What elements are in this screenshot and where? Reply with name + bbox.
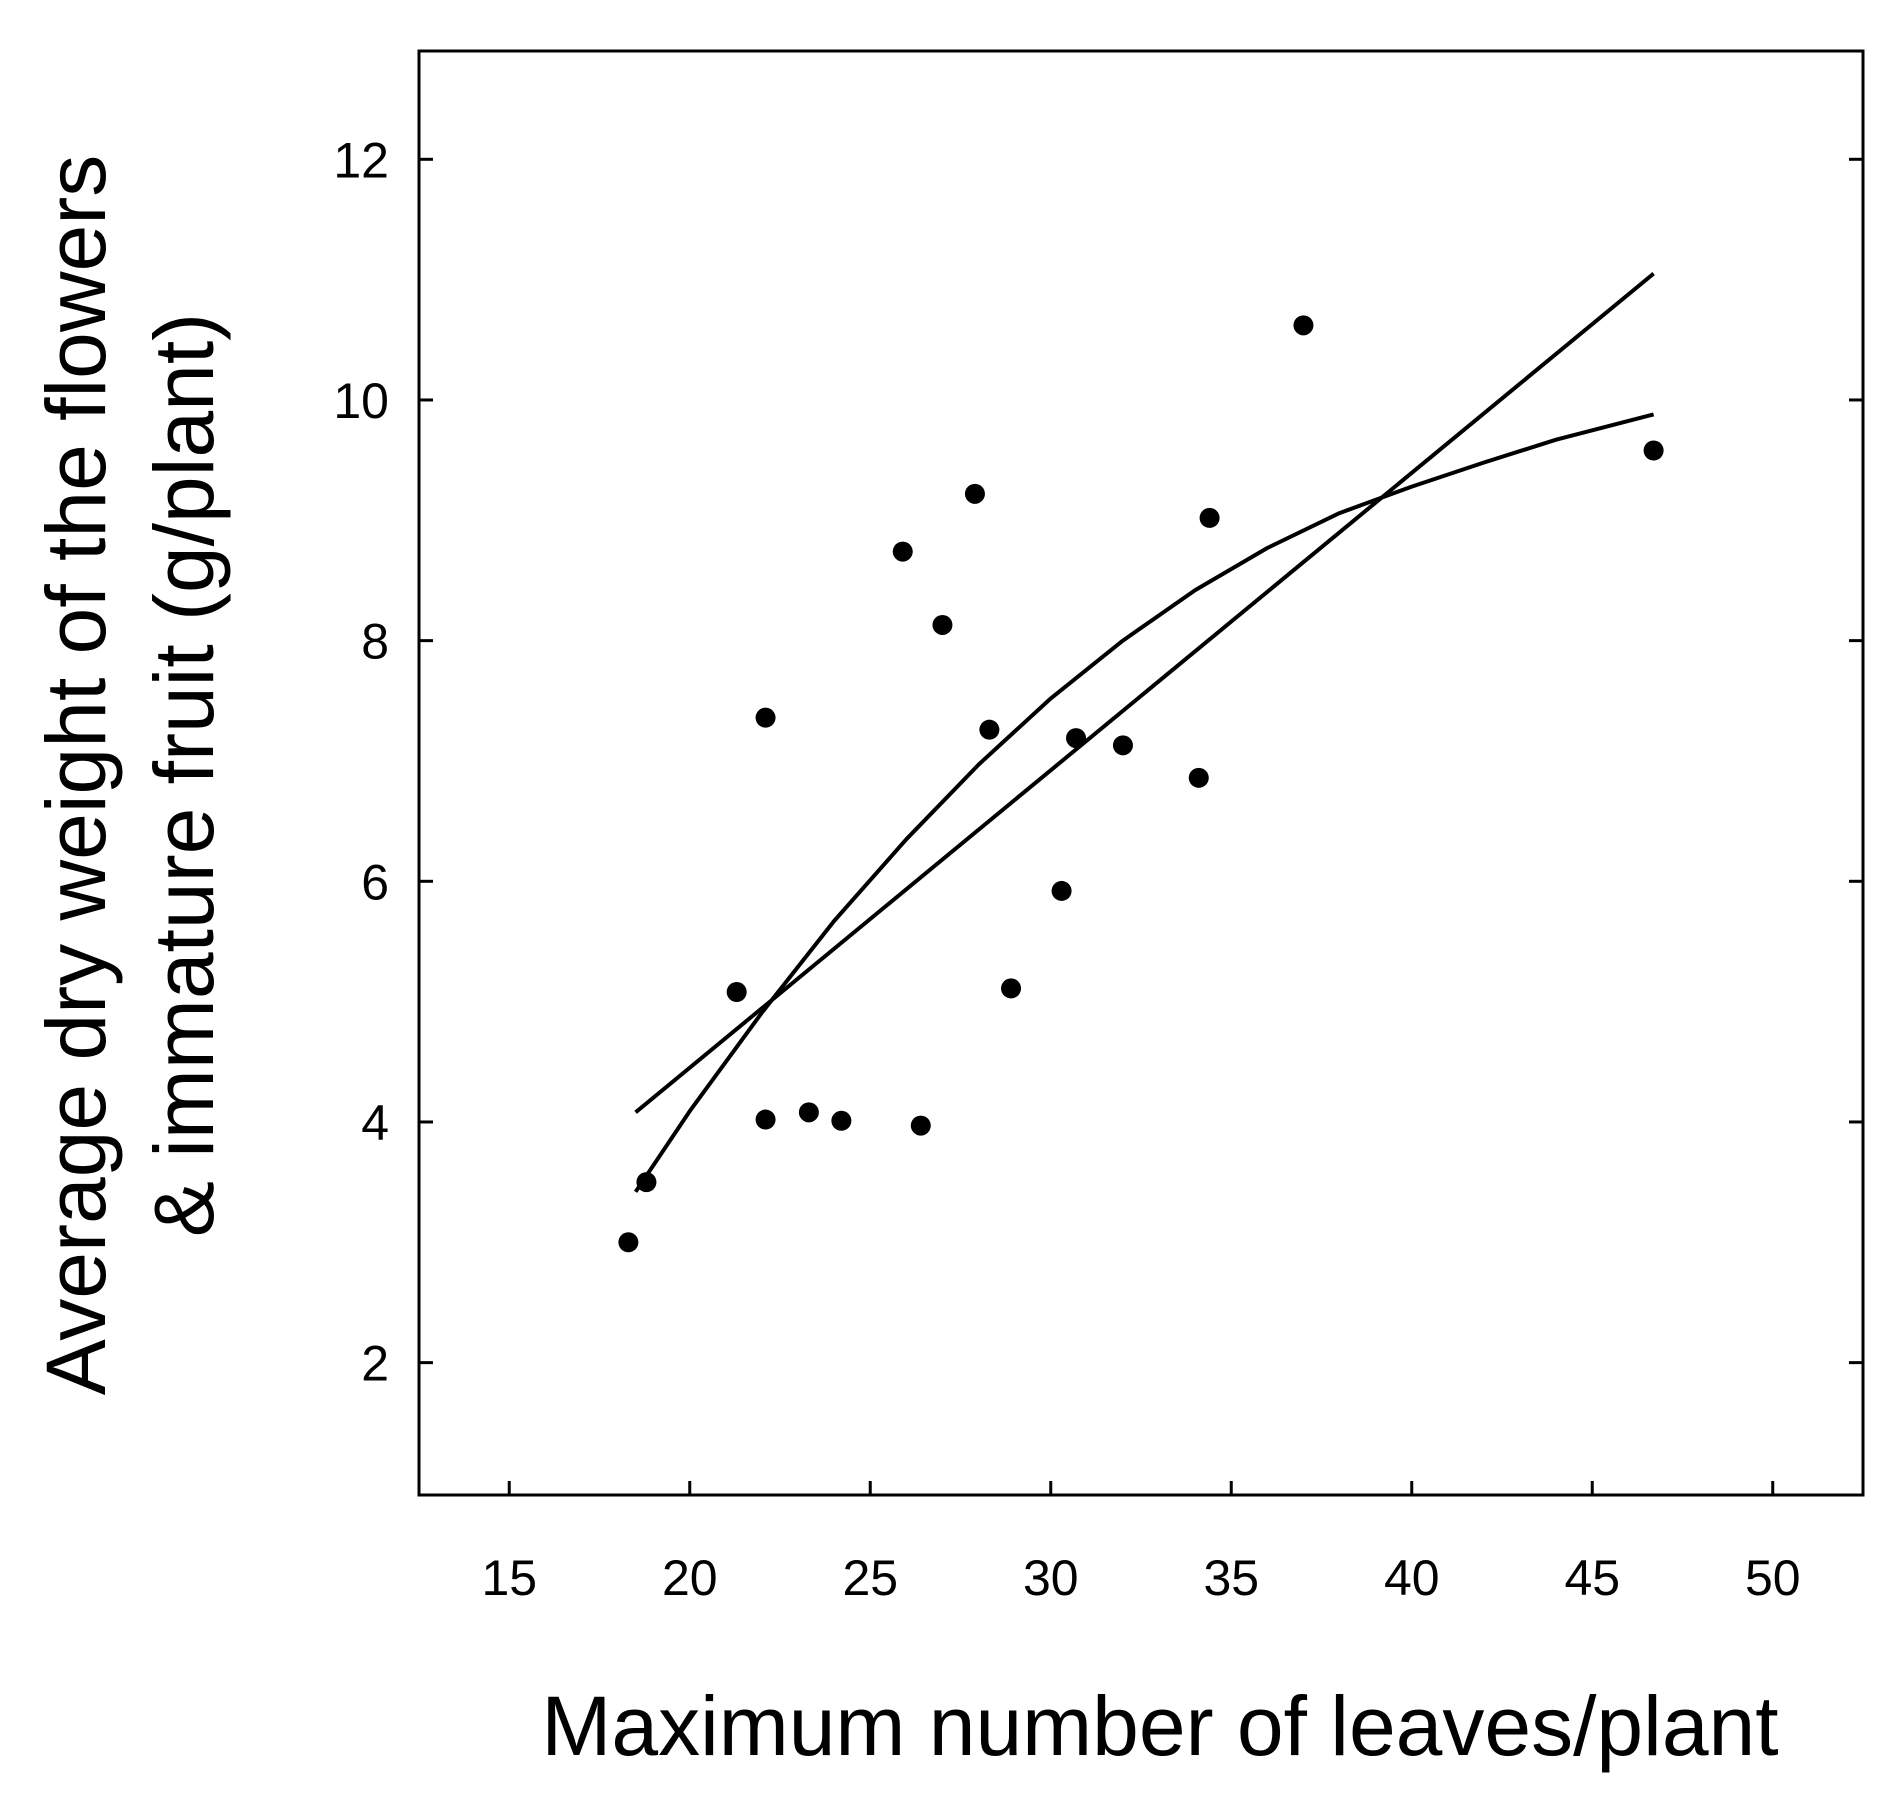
plot-frame	[417, 49, 1865, 1497]
x-tick-label: 15	[481, 1550, 537, 1606]
x-tick-label: 20	[662, 1550, 718, 1606]
x-tick-label: 35	[1203, 1550, 1259, 1606]
data-point	[798, 1102, 819, 1123]
data-point	[964, 483, 985, 504]
y-tick-label: 2	[361, 1336, 389, 1392]
data-point	[910, 1115, 931, 1136]
data-point	[892, 541, 913, 562]
data-point	[1066, 728, 1087, 749]
x-tick-label: 50	[1745, 1550, 1801, 1606]
data-point	[726, 982, 747, 1003]
data-point	[1112, 735, 1133, 756]
y-axis-title-line-2: & immature fruit (g/plant)	[137, 313, 231, 1237]
curved-fit-line	[633, 412, 1655, 1193]
data-point	[1001, 978, 1022, 999]
fit-lines	[633, 272, 1655, 1193]
data-point	[1293, 315, 1314, 336]
x-axis-title: Maximum number of leaves/plant	[541, 1679, 1778, 1773]
data-point	[618, 1232, 639, 1253]
data-point	[1643, 440, 1664, 461]
y-tick-label: 4	[361, 1095, 389, 1151]
data-point	[1199, 507, 1220, 528]
data-point	[932, 614, 953, 635]
y-tick-label: 10	[333, 373, 389, 429]
data-point	[831, 1110, 852, 1131]
x-tick-label: 40	[1384, 1550, 1440, 1606]
x-axis-ticks: 15 20 25 30 35 40 45 50	[481, 1481, 1801, 1606]
x-tick-label: 25	[842, 1550, 898, 1606]
data-point	[755, 1109, 776, 1130]
data-point	[755, 707, 776, 728]
y-tick-label: 6	[361, 854, 389, 910]
linear-fit-line	[634, 272, 1655, 1114]
y-axis-title: Average dry weight of the flowers & imma…	[29, 155, 231, 1395]
y-axis-ticks: 2 4 6 8 10 12	[333, 132, 1863, 1392]
x-tick-label: 45	[1564, 1550, 1620, 1606]
y-tick-label: 12	[333, 132, 389, 188]
data-point	[979, 719, 1000, 740]
data-point	[1051, 880, 1072, 901]
data-points	[618, 315, 1664, 1253]
data-point	[636, 1172, 657, 1193]
x-tick-label: 30	[1023, 1550, 1079, 1606]
y-tick-label: 8	[361, 614, 389, 670]
data-point	[1188, 767, 1209, 788]
y-axis-title-line-1: Average dry weight of the flowers	[29, 155, 123, 1395]
